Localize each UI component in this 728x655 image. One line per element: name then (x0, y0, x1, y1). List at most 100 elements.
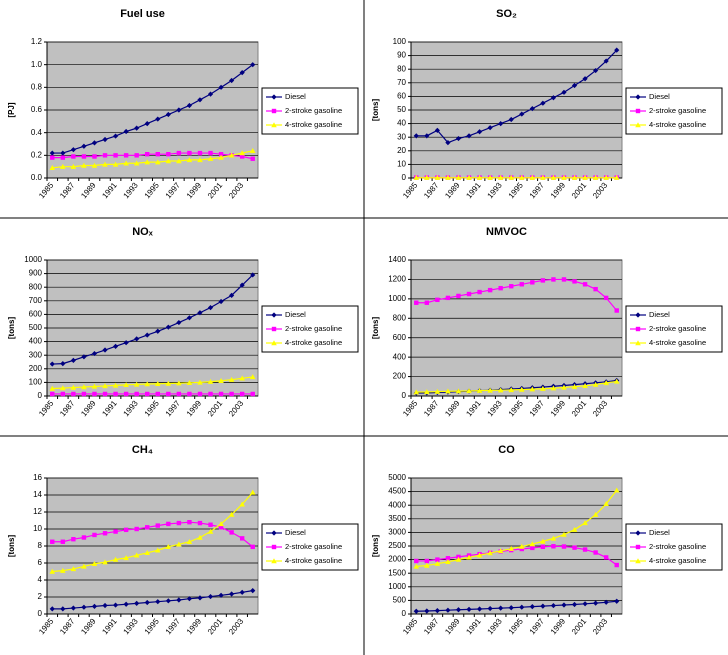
y-axis-title: [tons] (371, 99, 380, 122)
y-tick-label: 700 (29, 296, 43, 305)
marker (250, 391, 255, 397)
marker (91, 561, 98, 567)
marker (550, 174, 557, 180)
marker (271, 94, 277, 100)
marker (187, 520, 192, 525)
marker (218, 377, 224, 383)
series (413, 598, 620, 614)
marker (635, 122, 641, 128)
chart-title: SO₂ (496, 8, 517, 20)
marker (497, 174, 504, 180)
marker (635, 94, 641, 100)
marker (176, 520, 182, 526)
marker (112, 133, 119, 139)
y-tick-label: 2500 (388, 541, 406, 550)
marker (70, 605, 76, 611)
marker (613, 174, 620, 180)
marker (187, 150, 192, 156)
marker (134, 600, 140, 606)
marker (91, 350, 98, 357)
marker (228, 152, 235, 158)
y-tick-label: 0 (38, 609, 43, 618)
marker (134, 153, 139, 158)
marker (434, 388, 441, 394)
chart-title: Fuel use (120, 8, 165, 20)
marker (186, 596, 193, 602)
marker (519, 282, 524, 287)
marker (49, 165, 56, 170)
marker (529, 604, 535, 610)
y-tick-label: 40 (397, 119, 406, 128)
y-tick-label: 1000 (388, 294, 406, 303)
marker (176, 150, 182, 156)
marker (550, 535, 557, 541)
marker (561, 384, 567, 390)
marker (81, 391, 87, 397)
marker (614, 308, 619, 313)
marker (123, 601, 129, 607)
marker (445, 556, 451, 561)
y-tick-label: 600 (29, 310, 43, 319)
marker (271, 544, 277, 550)
marker (133, 160, 140, 166)
marker (197, 595, 203, 601)
marker (207, 305, 214, 311)
marker (519, 111, 525, 117)
marker (176, 107, 182, 113)
marker (218, 592, 224, 598)
marker (154, 380, 161, 386)
y-tick-label: 30 (397, 132, 406, 141)
marker (550, 602, 557, 609)
marker (113, 391, 118, 397)
marker (413, 133, 419, 139)
marker (571, 601, 578, 608)
marker (435, 557, 440, 562)
series (413, 174, 620, 180)
marker (70, 566, 77, 572)
y-tick-label: 2000 (388, 555, 406, 564)
marker (424, 608, 430, 614)
marker (112, 556, 119, 562)
marker (155, 599, 161, 605)
marker (218, 84, 224, 90)
marker (145, 525, 150, 530)
marker (434, 174, 441, 180)
marker (81, 354, 87, 360)
series (50, 391, 255, 397)
marker (249, 489, 256, 495)
marker (508, 387, 515, 393)
marker (70, 163, 77, 169)
series (49, 272, 256, 367)
marker (60, 150, 66, 156)
y-tick-label: 600 (393, 333, 407, 342)
marker (434, 127, 440, 133)
marker (229, 292, 235, 298)
series-line (52, 150, 253, 169)
marker (176, 319, 182, 326)
series (414, 277, 619, 313)
marker (166, 152, 171, 157)
y-tick-label: 0 (402, 391, 407, 400)
y-tick-label: 4000 (388, 500, 406, 509)
y-tick-label: 0.0 (31, 173, 43, 182)
marker (497, 387, 504, 393)
marker (487, 387, 493, 393)
marker (186, 157, 193, 163)
marker (413, 174, 420, 180)
marker (529, 386, 536, 392)
marker (92, 391, 97, 397)
plot-area (410, 259, 623, 397)
marker (102, 391, 108, 397)
marker (455, 174, 462, 180)
y-tick-label: 1.2 (31, 37, 43, 46)
series (49, 62, 256, 156)
marker (60, 155, 66, 160)
chart-title: CH₄ (132, 444, 153, 456)
marker (218, 525, 224, 530)
marker (424, 133, 430, 139)
marker (133, 552, 140, 558)
marker (561, 89, 567, 95)
marker (60, 567, 66, 573)
marker (561, 531, 567, 537)
marker (592, 174, 599, 180)
